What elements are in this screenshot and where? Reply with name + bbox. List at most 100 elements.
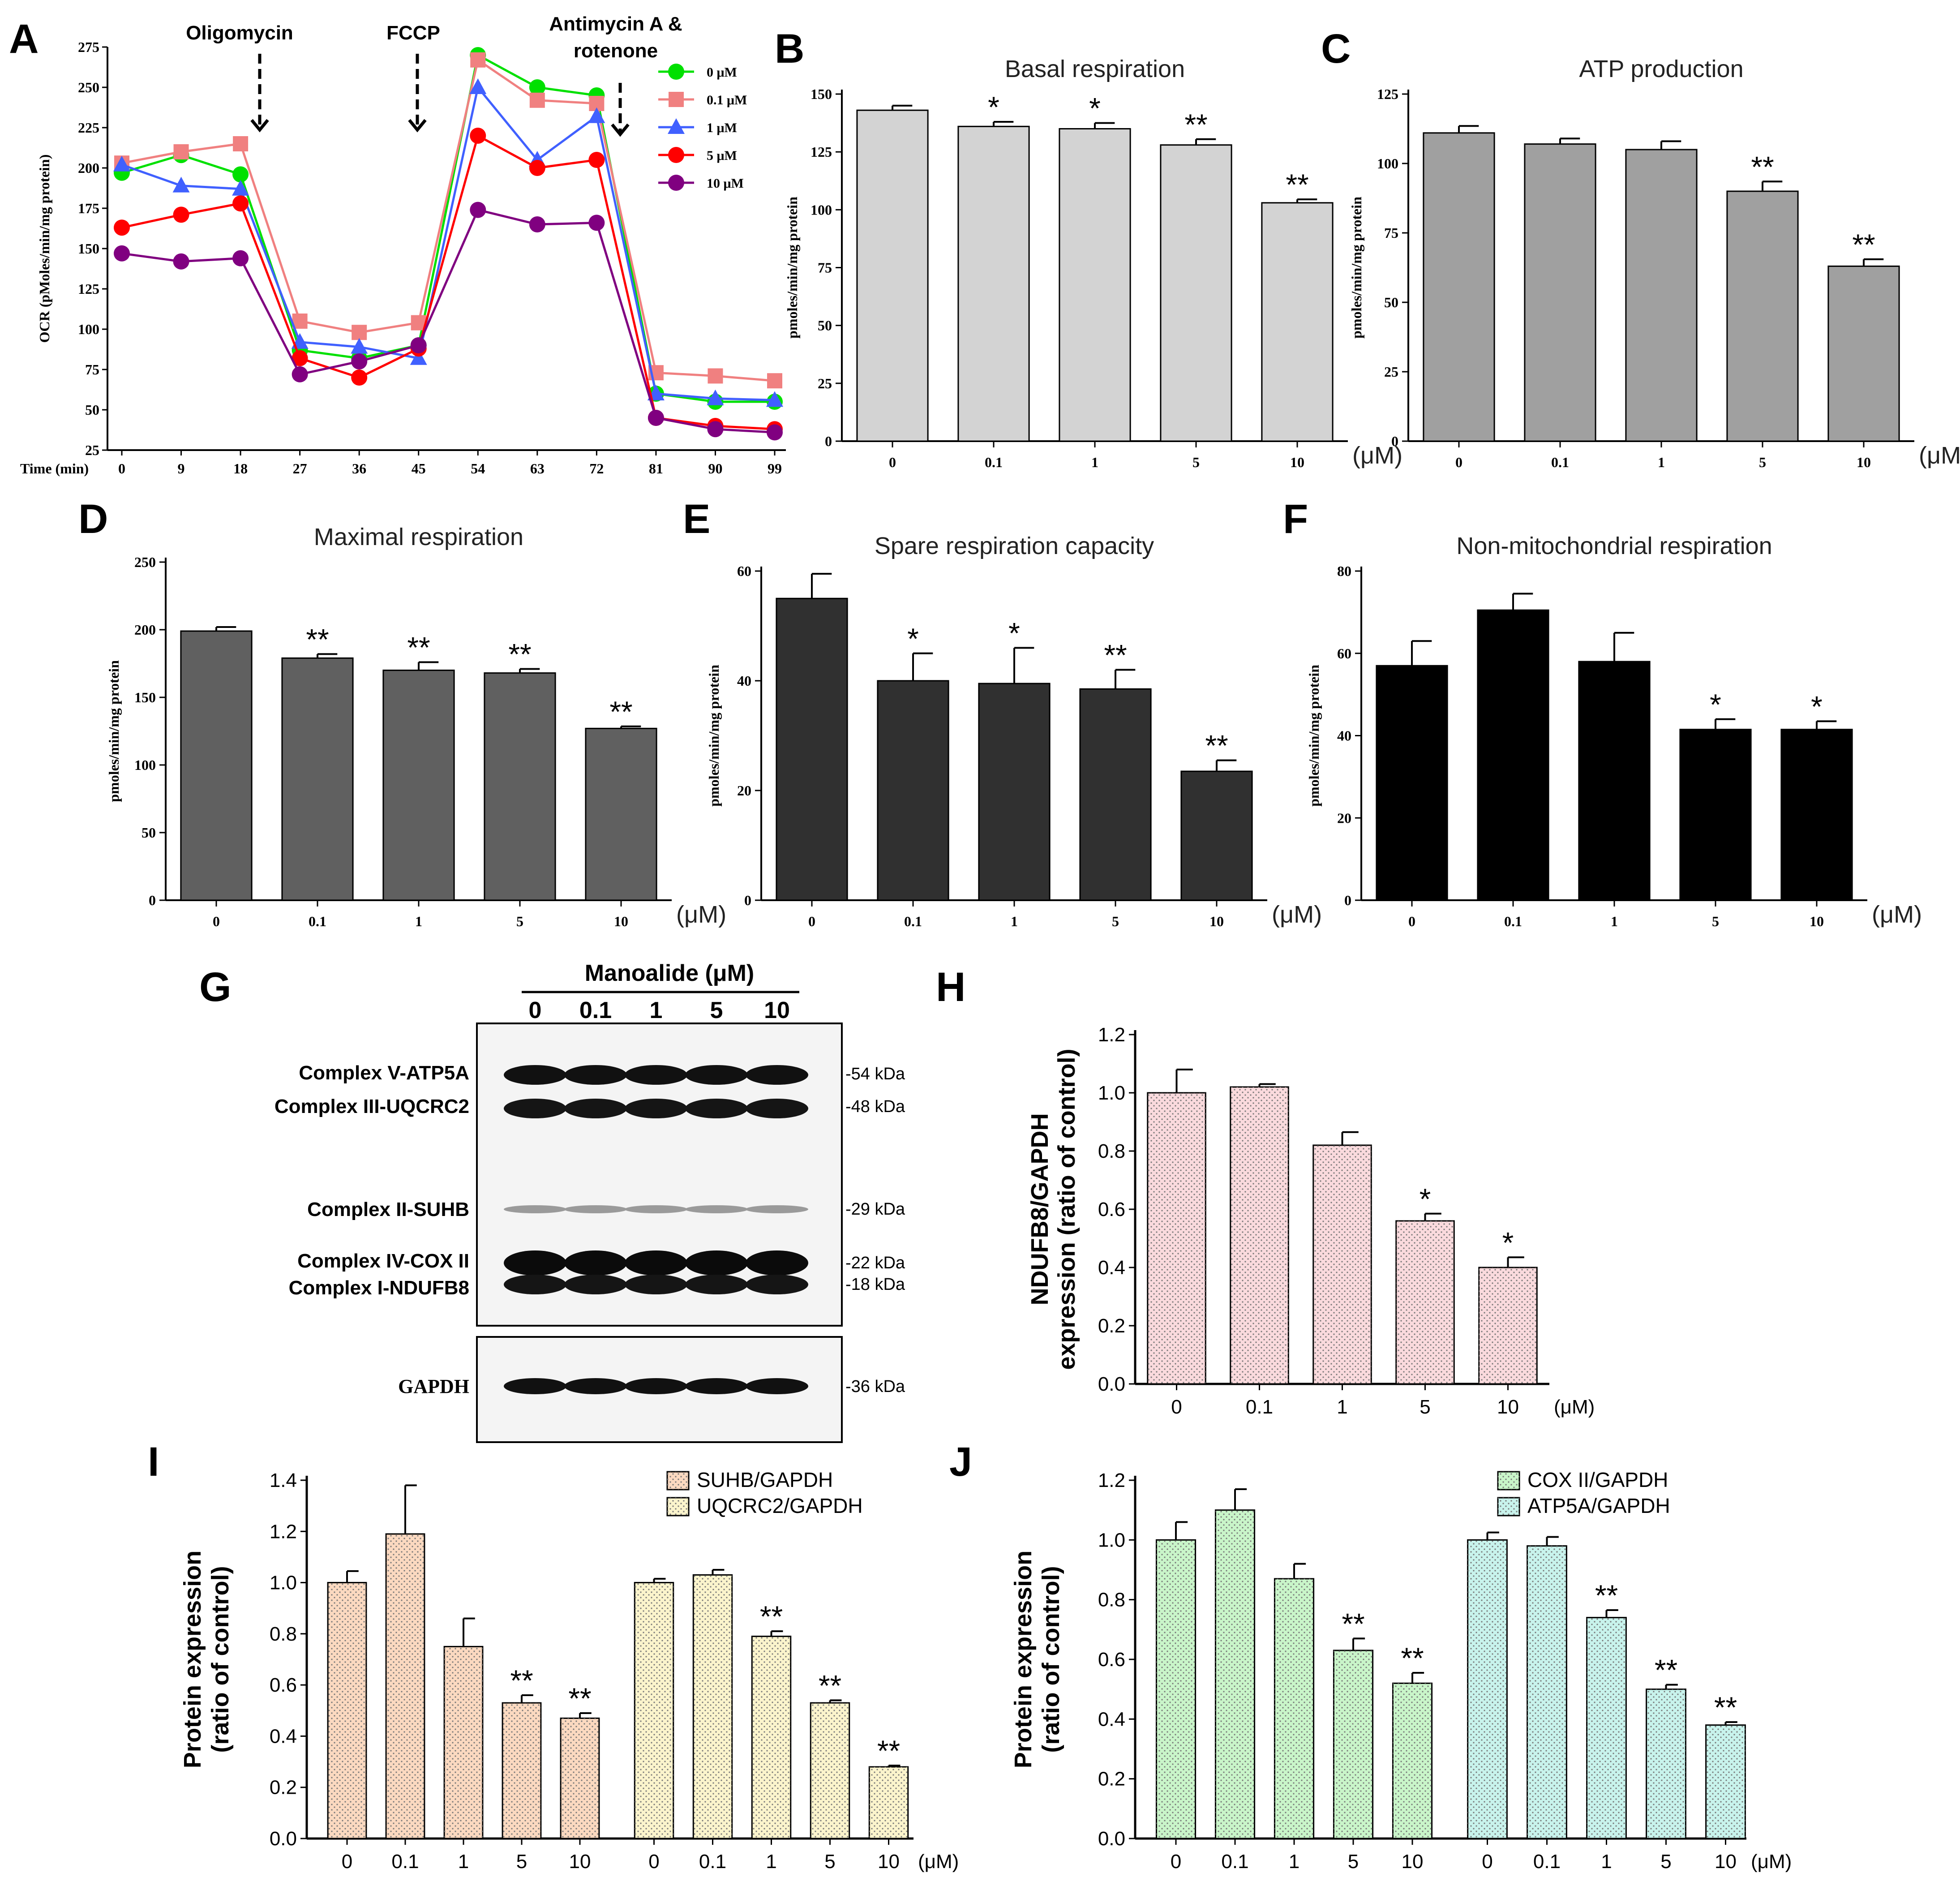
series-line bbox=[121, 85, 775, 401]
data-point bbox=[232, 195, 249, 212]
band bbox=[564, 1065, 627, 1085]
data-point bbox=[766, 391, 783, 407]
y-tick-label: 1.4 bbox=[270, 1469, 297, 1491]
y-tick-label: 200 bbox=[78, 160, 99, 176]
x-tick-label: 10 bbox=[614, 913, 628, 929]
y-axis-label: pmoles/min/mg protein bbox=[784, 197, 800, 339]
annotation-oligomycin: Oligomycin bbox=[186, 22, 293, 44]
x-tick-label: 10 bbox=[1497, 1396, 1519, 1418]
y-tick-label: 0.6 bbox=[1098, 1199, 1125, 1220]
data-point bbox=[114, 219, 130, 236]
panel-e: E Spare respiration capacity 0 20 40 60 pmole… bbox=[683, 496, 1322, 929]
bar bbox=[180, 630, 253, 901]
y-axis-label: OCR (pMoles/min/mg protein) bbox=[36, 155, 52, 343]
x-tick-label: 1 bbox=[1601, 1851, 1612, 1873]
bar bbox=[1477, 609, 1549, 901]
panel-j: J 0.0 0.2 0.4 0.6 0.8 1.0 1.2 Protein expressio… bbox=[949, 1439, 1792, 1873]
chart-title: ATP production bbox=[1579, 56, 1743, 82]
data-point bbox=[173, 144, 189, 159]
y-tick-label: 0 bbox=[825, 433, 832, 449]
legend-marker bbox=[668, 64, 684, 80]
data-point bbox=[173, 206, 189, 223]
panel-letter-c: C bbox=[1321, 26, 1351, 72]
chart-title: Basal respiration bbox=[1005, 56, 1185, 82]
data-point bbox=[469, 78, 487, 94]
lane-label: 1 bbox=[650, 997, 663, 1023]
x-tick-label: 36 bbox=[352, 460, 366, 477]
lane-label: 0 bbox=[529, 997, 542, 1023]
y-tick-label: 25 bbox=[85, 442, 99, 458]
significance-mark: ** bbox=[1205, 729, 1228, 762]
legend-swatch-pattern bbox=[667, 1498, 689, 1516]
x-unit-label: (μM) bbox=[1919, 442, 1960, 469]
data-point bbox=[232, 250, 249, 266]
bar-pattern bbox=[1467, 1540, 1507, 1839]
y-tick-label: 1.2 bbox=[1098, 1024, 1125, 1046]
data-point bbox=[292, 350, 308, 366]
bar bbox=[1578, 661, 1651, 901]
significance-mark: * bbox=[1502, 1226, 1514, 1259]
x-tick-label: 10 bbox=[1810, 913, 1824, 929]
x-tick-label: 0.1 bbox=[309, 913, 326, 929]
y-tick-label: 100 bbox=[134, 757, 156, 773]
band bbox=[685, 1065, 748, 1085]
data-point bbox=[352, 325, 367, 340]
bar-chart-atp-production: ATP production0255075100125pmoles/min/mg… bbox=[1348, 56, 1960, 470]
x-tick-label: 10 bbox=[1290, 454, 1304, 470]
band-label: Complex IV-COX II bbox=[297, 1250, 469, 1272]
y-tick-label: 25 bbox=[818, 375, 832, 391]
data-point bbox=[648, 410, 664, 426]
x-tick-label: 5 bbox=[1759, 454, 1766, 470]
y-tick-label: 0.4 bbox=[1098, 1708, 1125, 1730]
y-tick-label: 25 bbox=[1384, 364, 1398, 380]
y-axis-label: Protein expression bbox=[179, 1551, 206, 1768]
y-tick-label: 0 bbox=[1344, 892, 1351, 908]
x-tick-label: 72 bbox=[589, 460, 604, 477]
panel-letter-a: A bbox=[9, 16, 39, 62]
x-unit-label: (μM) bbox=[1554, 1396, 1595, 1418]
y-axis-label: (ratio of control) bbox=[207, 1566, 234, 1753]
x-tick-label: 18 bbox=[233, 460, 248, 477]
band-gapdh bbox=[625, 1378, 687, 1394]
y-tick-label: 50 bbox=[818, 318, 832, 334]
annotation-rotenone: rotenone bbox=[574, 40, 658, 62]
y-axis-label: pmoles/min/mg protein bbox=[706, 665, 722, 807]
x-tick-label: 54 bbox=[471, 460, 485, 477]
blot-treatment-header: Manoalide (μM) bbox=[585, 960, 754, 986]
bar-pattern bbox=[502, 1703, 541, 1839]
bar-pattern bbox=[328, 1582, 366, 1839]
panel-letter-i: I bbox=[148, 1439, 159, 1485]
x-tick-label: 0.1 bbox=[904, 913, 922, 929]
bar bbox=[1827, 265, 1900, 442]
x-tick-label: 0.1 bbox=[1533, 1851, 1561, 1873]
y-tick-label: 0.8 bbox=[1098, 1140, 1125, 1162]
legend-label: ATP5A/GAPDH bbox=[1527, 1494, 1670, 1517]
y-tick-label: 150 bbox=[134, 689, 156, 705]
band bbox=[564, 1205, 627, 1213]
panel-letter-j: J bbox=[949, 1439, 972, 1485]
data-point bbox=[767, 373, 782, 389]
significance-mark: * bbox=[1089, 92, 1101, 125]
data-point bbox=[470, 128, 486, 144]
chart-title: Maximal respiration bbox=[314, 524, 523, 550]
bar bbox=[382, 670, 455, 901]
gapdh-label: GAPDH bbox=[398, 1375, 469, 1397]
arrow-head bbox=[408, 119, 427, 133]
y-tick-label: 40 bbox=[737, 673, 751, 689]
bar-pattern bbox=[1396, 1221, 1454, 1384]
y-tick-label: 60 bbox=[737, 563, 751, 579]
x-tick-label: 90 bbox=[708, 460, 722, 477]
y-tick-label: 0.6 bbox=[270, 1674, 297, 1696]
band bbox=[685, 1205, 748, 1213]
legend-label: 0 μM bbox=[707, 65, 737, 80]
band-gapdh bbox=[746, 1378, 808, 1394]
data-point bbox=[114, 245, 130, 262]
bar bbox=[856, 109, 929, 442]
band bbox=[625, 1275, 687, 1294]
bar-pattern bbox=[1156, 1540, 1196, 1839]
x-tick-label: 0 bbox=[342, 1851, 352, 1873]
x-tick-label: 5 bbox=[824, 1851, 835, 1873]
significance-mark: ** bbox=[568, 1682, 591, 1715]
data-point bbox=[588, 215, 605, 231]
bar bbox=[1079, 688, 1152, 901]
